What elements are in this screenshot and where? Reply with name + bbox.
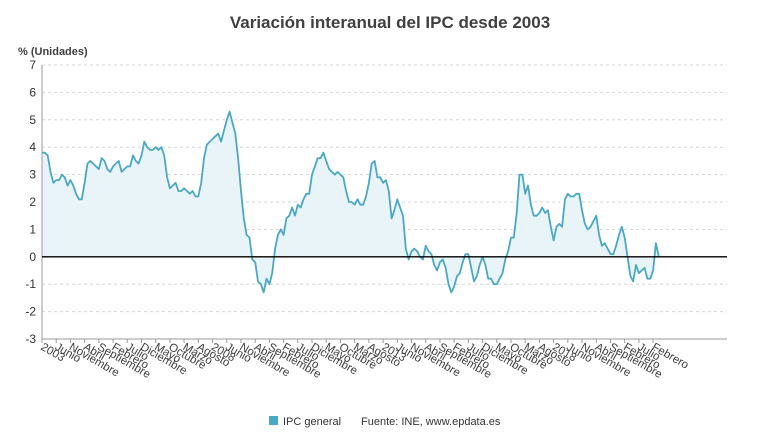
y-tick-label: 1: [29, 222, 36, 236]
series-area: [42, 110, 660, 294]
legend-swatch: [269, 416, 278, 425]
y-tick-label: 0: [29, 250, 36, 264]
y-tick-label: -3: [25, 332, 36, 346]
y-tick-label: 2: [29, 195, 36, 209]
legend: IPC general Fuente: INE, www.epdata.es: [269, 416, 501, 428]
y-tick-label: -1: [25, 277, 36, 291]
y-tick-label: 6: [29, 85, 36, 99]
y-tick-label: 7: [29, 58, 36, 72]
x-tick-labels: 2003JunioNoviembreAbrilSeptiembreFebrero…: [39, 339, 690, 381]
chart-title: Variación interanual del IPC desde 2003: [230, 13, 550, 32]
series-line: [42, 110, 660, 294]
legend-series-name: IPC general: [283, 416, 341, 428]
y-tick-label: 3: [29, 168, 36, 182]
y-tick-label: 5: [29, 113, 36, 127]
y-axis-label: % (Unidades): [18, 46, 88, 58]
source-note: Fuente: INE, www.epdata.es: [361, 416, 501, 428]
y-tick-labels: -3 -2 -1 0 1 2 3 4 5 6 7: [25, 58, 36, 346]
y-tick-label: -2: [25, 305, 36, 319]
y-tick-label: 4: [29, 140, 36, 154]
